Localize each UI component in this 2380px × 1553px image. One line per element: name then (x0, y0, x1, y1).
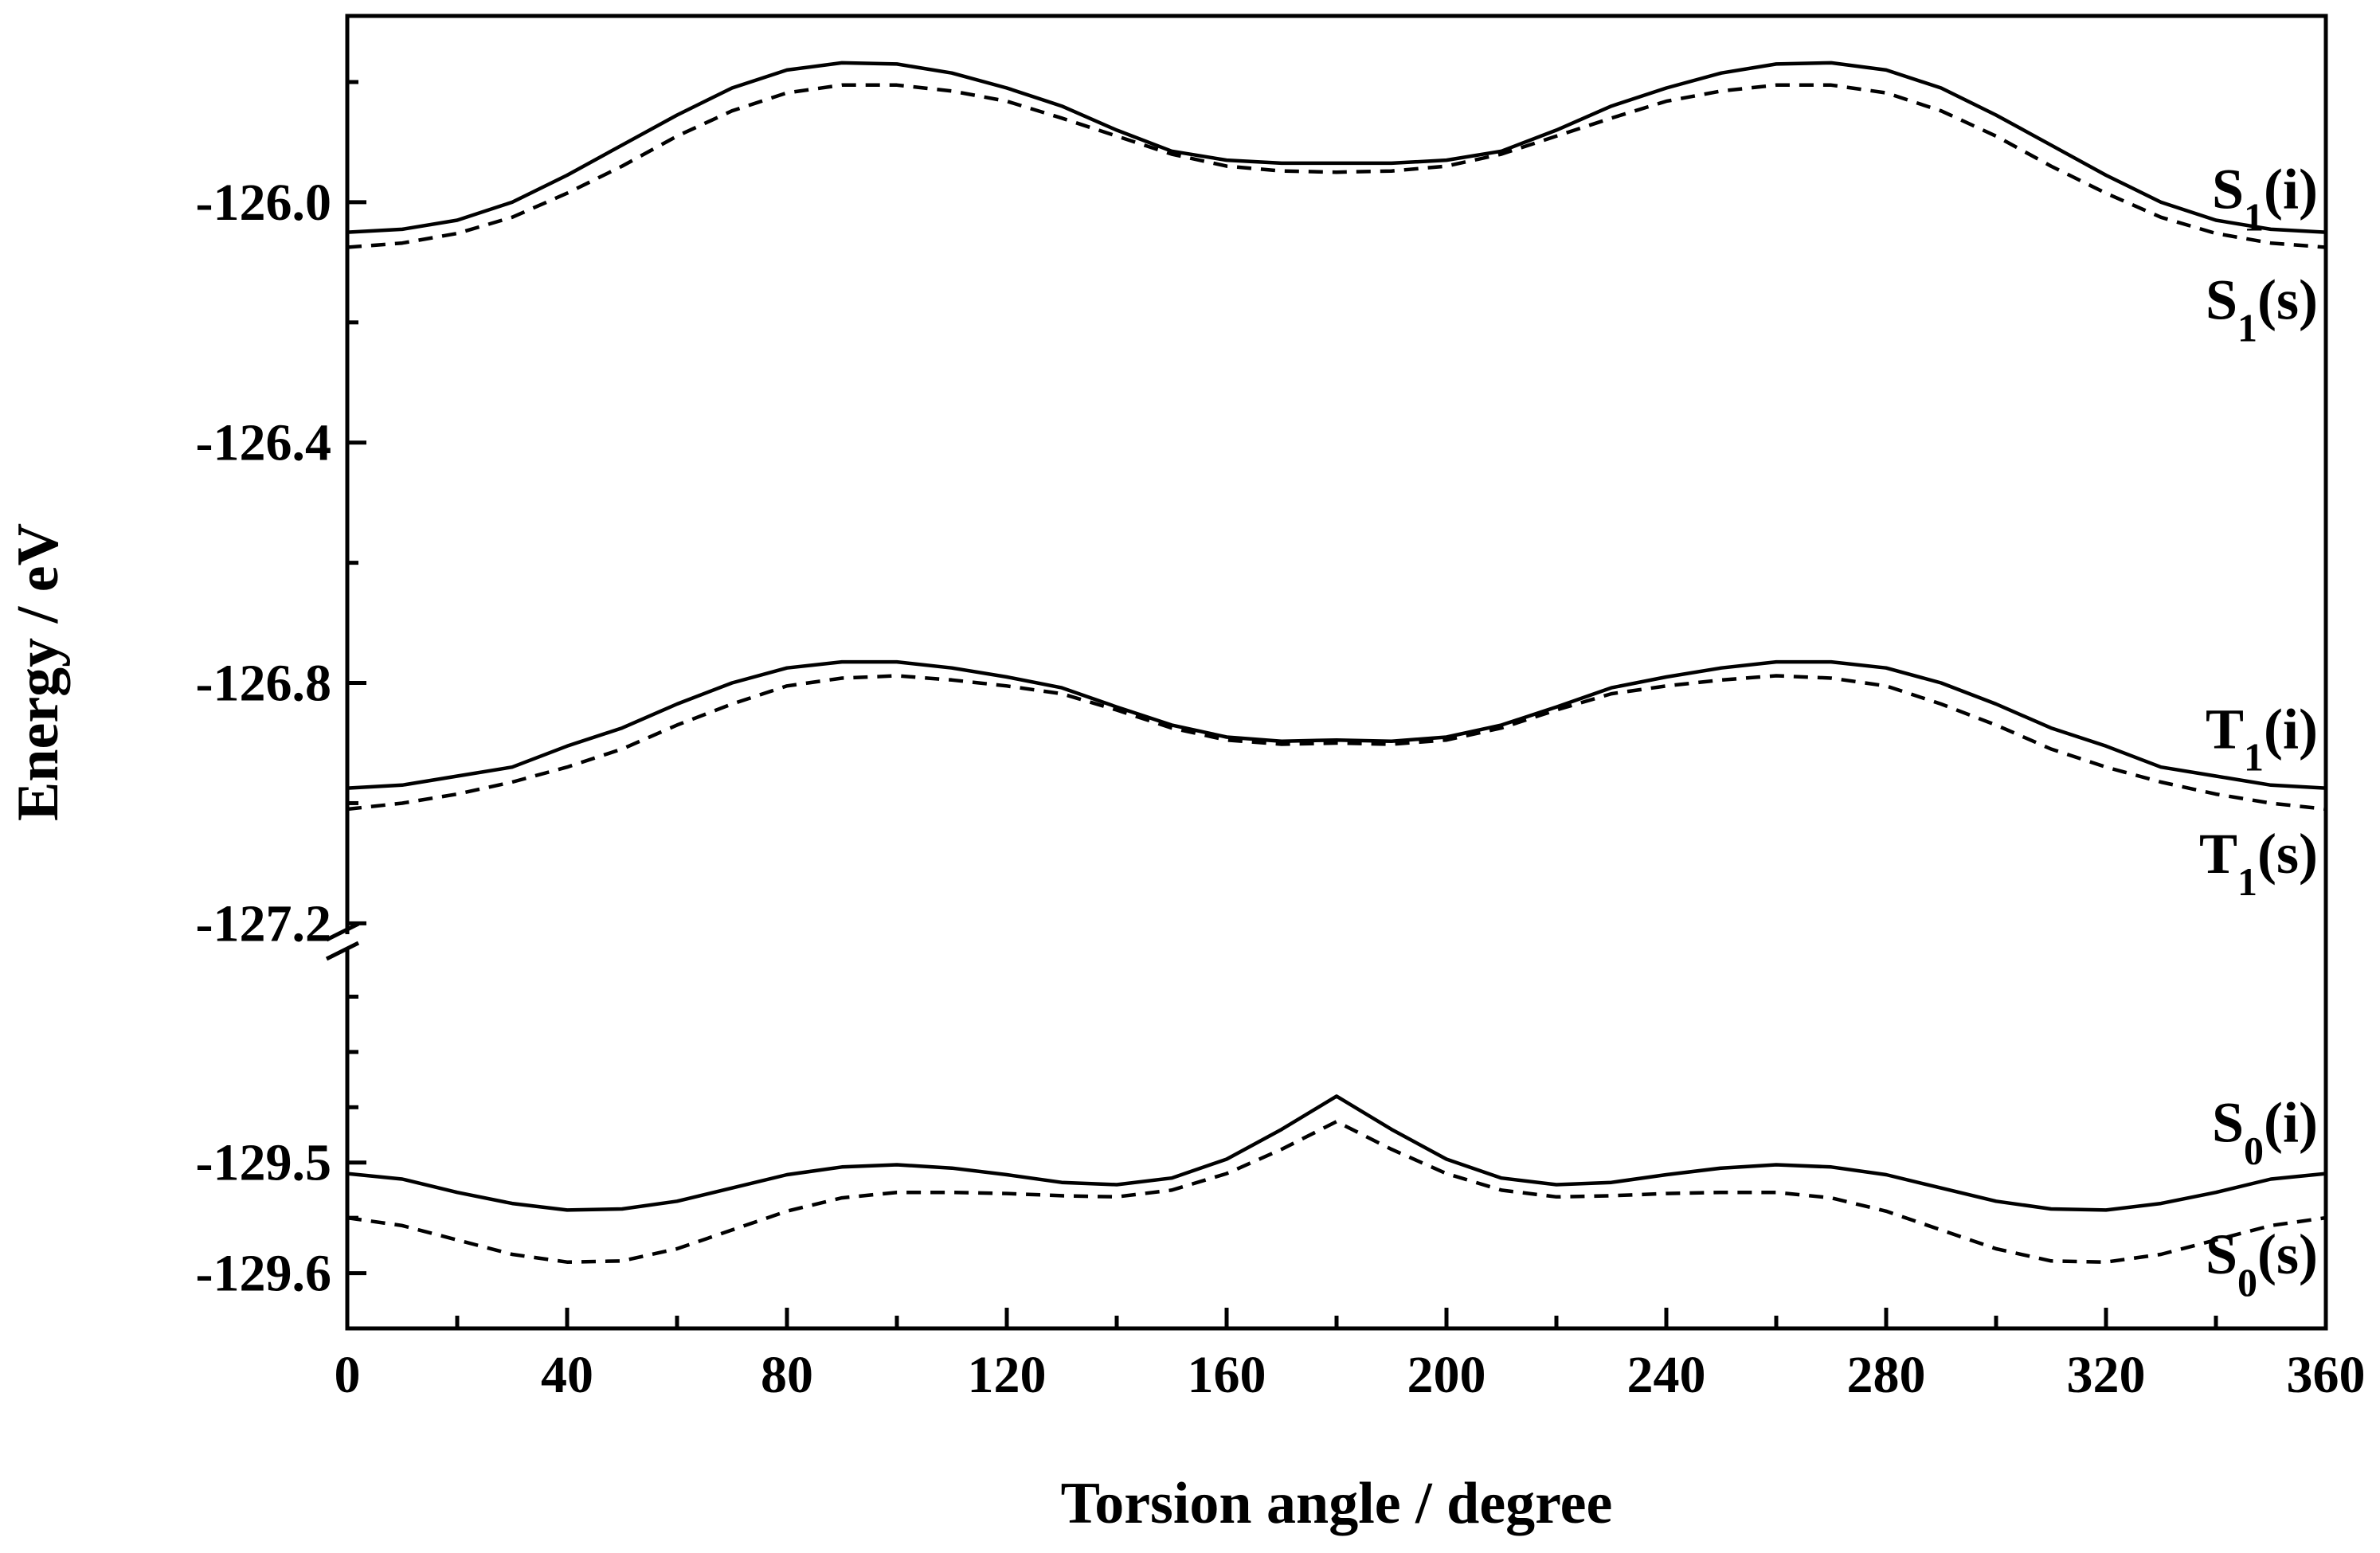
y-tick-label: -129.6 (196, 1245, 331, 1303)
y-tick-label: -127.2 (196, 894, 331, 953)
series-label: S1(i) (2212, 158, 2318, 240)
x-tick-label: 80 (761, 1346, 813, 1404)
x-tick-label: 200 (1407, 1346, 1486, 1404)
x-tick-label: 280 (1847, 1346, 1926, 1404)
series-line-t1s (346, 674, 2327, 812)
x-tick-label: 160 (1188, 1346, 1266, 1404)
y-axis-title: Energy / eV (6, 523, 71, 821)
series-label: T1(i) (2206, 698, 2318, 780)
series-label: T1(s) (2199, 822, 2318, 904)
x-axis-title: Torsion angle / degree (1061, 1471, 1613, 1536)
series-line-t1i (346, 659, 2327, 790)
x-tick-label: 360 (2287, 1346, 2366, 1404)
x-tick-label: 240 (1627, 1346, 1706, 1404)
x-tick-label: 0 (335, 1346, 361, 1404)
axis-break-mark-top (325, 921, 360, 942)
x-tick-label: 120 (968, 1346, 1047, 1404)
y-tick-label: -126.4 (196, 414, 331, 472)
series-line-s1s (346, 83, 2327, 249)
y-tick-label: -126.8 (196, 655, 331, 713)
y-tick-label: -129.5 (196, 1134, 331, 1192)
series-line-s1i (346, 61, 2327, 234)
series-line-s0i (346, 1094, 2327, 1212)
x-tick-label: 320 (2067, 1346, 2146, 1404)
series-line-s0s (346, 1120, 2327, 1264)
series-label: S0(s) (2206, 1222, 2318, 1305)
series-label: S1(s) (2206, 268, 2318, 350)
x-tick-label: 40 (541, 1346, 593, 1404)
series-label: S0(i) (2212, 1091, 2318, 1173)
plot-frame (345, 14, 2328, 1331)
axis-break-mark-bottom (325, 941, 360, 961)
y-tick-label: -126.0 (196, 174, 331, 232)
